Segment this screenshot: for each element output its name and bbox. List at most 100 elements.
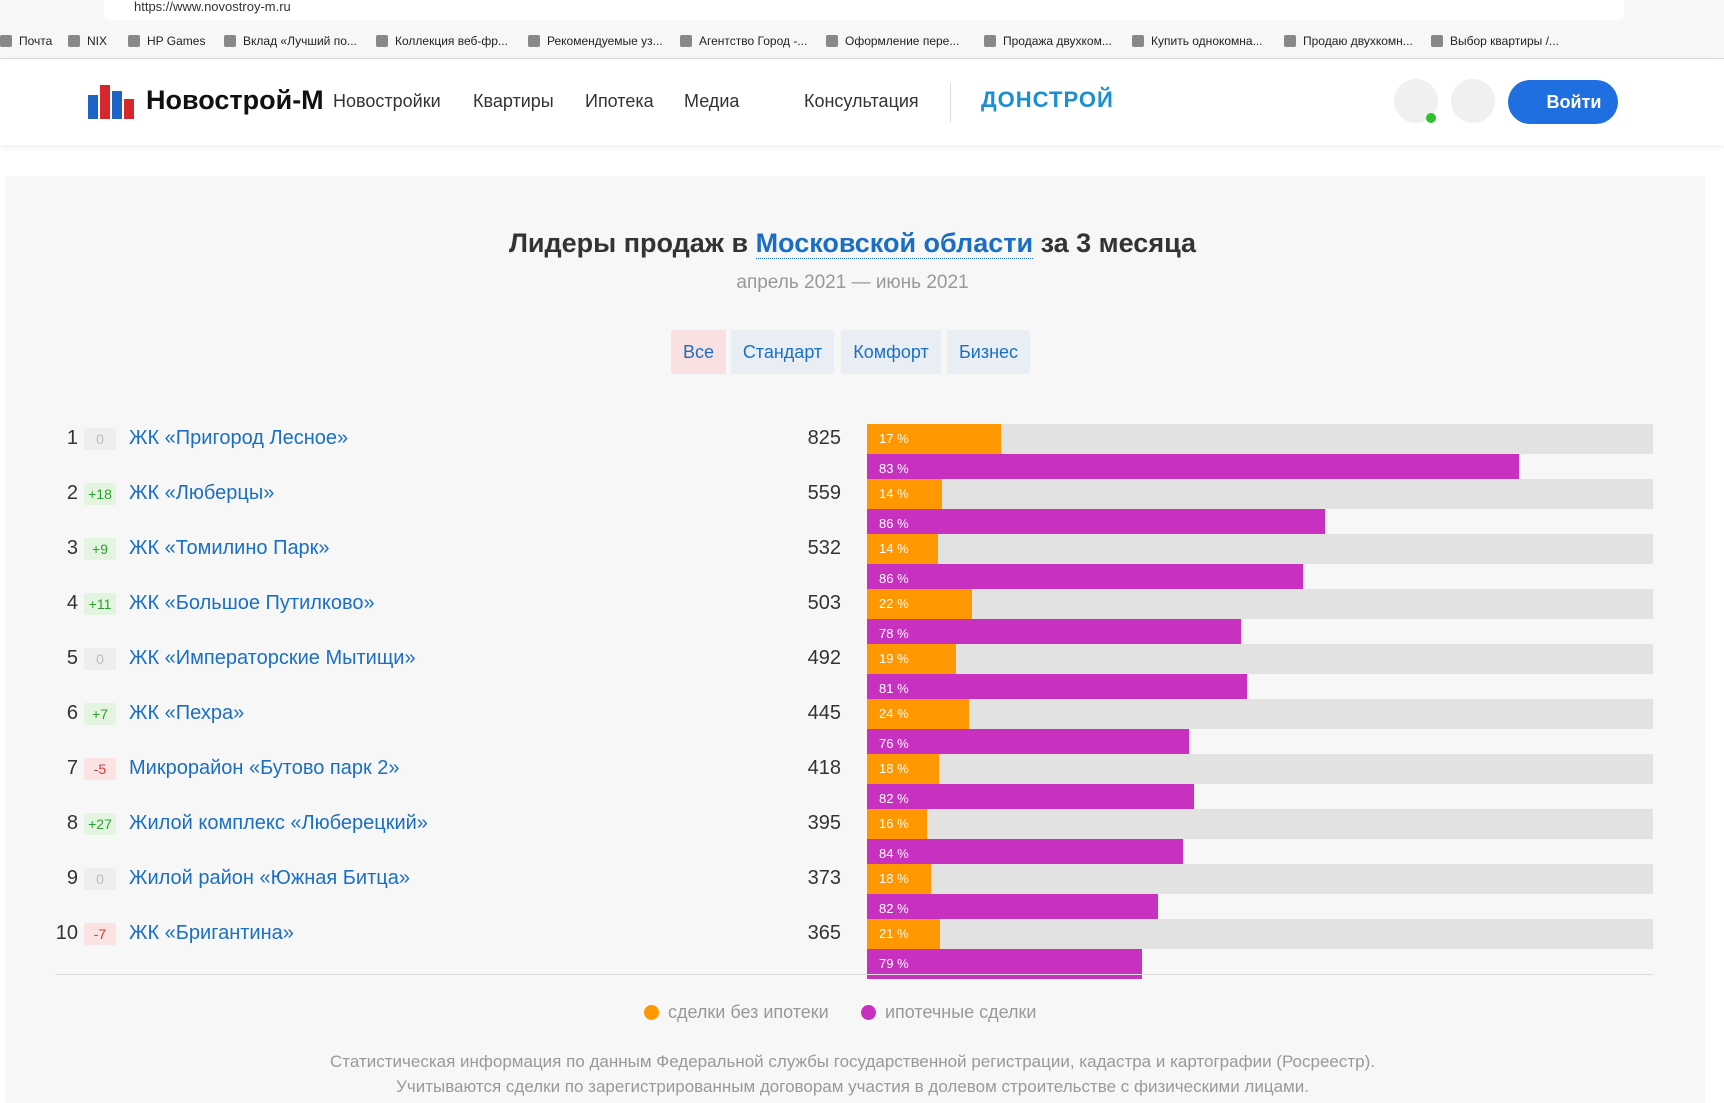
percent-label: 82 %	[879, 901, 909, 916]
percent-label: 21 %	[879, 926, 909, 941]
logo-icon	[88, 85, 134, 119]
region-link[interactable]: Московской области	[755, 228, 1034, 259]
rank-change: +9	[84, 538, 116, 560]
bar-track: 14 % 86 %	[867, 534, 1653, 594]
complex-link[interactable]: ЖК «Императорские Мытищи»	[129, 647, 416, 669]
complex-link[interactable]: ЖК «Томилино Парк»	[129, 537, 330, 559]
bookmark[interactable]: Выбор квартиры /...	[1431, 34, 1559, 48]
favorites-button[interactable]	[1451, 79, 1495, 123]
complex-link[interactable]: ЖК «Пехра»	[129, 702, 245, 724]
percent-label: 18 %	[879, 871, 909, 886]
nav-link[interactable]: Новостройки	[333, 91, 441, 111]
bar-track: 18 % 82 %	[867, 864, 1653, 924]
percent-label: 79 %	[879, 956, 909, 971]
percent-label: 78 %	[879, 626, 909, 641]
status-dot	[1426, 113, 1436, 123]
complex-link[interactable]: ЖК «Большое Путилково»	[129, 592, 375, 614]
nav-link[interactable]: Квартиры	[473, 91, 554, 111]
percent-label: 84 %	[879, 846, 909, 861]
bookmark[interactable]: Рекомендуемые уз...	[528, 34, 663, 48]
sales-leaders-panel	[5, 176, 1705, 1103]
bar: 14 % 86 %	[867, 479, 1400, 539]
filter-tab[interactable]: Комфорт	[841, 330, 941, 374]
complex-link[interactable]: Микрорайон «Бутово парк 2»	[129, 757, 400, 779]
total-deals: 503	[807, 592, 841, 614]
period: апрель 2021 — июнь 2021	[736, 272, 969, 293]
nav-link[interactable]: Ипотека	[585, 91, 654, 111]
rank: 6	[66, 702, 78, 724]
complex-link[interactable]: ЖК «Бригантина»	[129, 922, 294, 944]
segment-no-mortgage: 18 %	[867, 864, 931, 894]
percent-label: 22 %	[879, 596, 909, 611]
total-deals: 532	[807, 537, 841, 559]
rank: 10	[55, 922, 78, 944]
segment-no-mortgage: 21 %	[867, 919, 941, 949]
bar-track: 24 % 76 %	[867, 699, 1653, 759]
bar: 18 % 82 %	[867, 864, 1222, 924]
bookmark[interactable]: Почта	[0, 34, 52, 48]
bar: 14 % 86 %	[867, 534, 1374, 594]
login-button[interactable]: Войти	[1508, 80, 1618, 124]
complex-link[interactable]: Жилой комплекс «Люберецкий»	[129, 812, 428, 834]
rank: 4	[66, 592, 78, 614]
percent-label: 14 %	[879, 486, 909, 501]
bookmark[interactable]: Оформление пере...	[826, 34, 959, 48]
filter-tab[interactable]: Бизнес	[947, 330, 1030, 374]
bar: 19 % 81 %	[867, 644, 1336, 704]
bookmark[interactable]: Вклад «Лучший по...	[224, 34, 357, 48]
separator	[55, 974, 1653, 975]
percent-label: 76 %	[879, 736, 909, 751]
percent-label: 24 %	[879, 706, 909, 721]
bookmark[interactable]: Купить однокомна...	[1132, 34, 1263, 48]
nav-link[interactable]: Медиа	[684, 91, 740, 111]
percent-label: 17 %	[879, 431, 909, 446]
footnote: Статистическая информация по данным Феде…	[330, 1052, 1375, 1071]
title-text: Лидеры продаж в	[508, 228, 749, 258]
rank-change: 0	[84, 868, 116, 890]
rank: 3	[66, 537, 78, 559]
bar-track: 16 % 84 %	[867, 809, 1653, 869]
complex-link[interactable]: ЖК «Пригород Лесное»	[129, 427, 349, 449]
percent-label: 81 %	[879, 681, 909, 696]
complex-link[interactable]: ЖК «Люберцы»	[129, 482, 275, 504]
bookmark[interactable]: Продаю двухкомн...	[1284, 34, 1413, 48]
percent-label: 83 %	[879, 461, 909, 476]
rank: 7	[66, 757, 78, 779]
segment-no-mortgage: 24 %	[867, 699, 969, 729]
bookmark[interactable]: Продажа двухком...	[984, 34, 1112, 48]
percent-label: 82 %	[879, 791, 909, 806]
bar-track: 22 % 78 %	[867, 589, 1653, 649]
total-deals: 418	[807, 757, 841, 779]
address-bar[interactable]: https://www.novostroy-m.ru	[104, 0, 1624, 20]
nav-link[interactable]: Консультация	[804, 91, 919, 111]
rank-change: +7	[84, 703, 116, 725]
total-deals: 825	[807, 427, 841, 449]
rank-change: +27	[84, 813, 116, 835]
percent-label: 14 %	[879, 541, 909, 556]
bar: 18 % 82 %	[867, 754, 1265, 814]
filter-tab[interactable]: Все	[671, 330, 726, 374]
rank-change: +11	[84, 593, 116, 615]
divider	[950, 83, 951, 123]
total-deals: 373	[807, 867, 841, 889]
filter-tab[interactable]: Стандарт	[731, 330, 834, 374]
segment-no-mortgage: 19 %	[867, 644, 957, 674]
bookmark[interactable]: Коллекция веб-фр...	[376, 34, 508, 48]
bar: 17 % 83 %	[867, 424, 1653, 484]
segment-no-mortgage: 22 %	[867, 589, 973, 619]
total-deals: 445	[807, 702, 841, 724]
partner-logo[interactable]: ДОНСТРОЙ	[981, 87, 1114, 112]
complex-link[interactable]: Жилой район «Южная Битца»	[129, 867, 410, 889]
legend-dot	[644, 1005, 659, 1020]
bookmark[interactable]: HP Games	[128, 34, 205, 48]
percent-label: 86 %	[879, 571, 909, 586]
percent-label: 19 %	[879, 651, 909, 666]
total-deals: 492	[807, 647, 841, 669]
logo-text[interactable]: Новострой-М	[146, 85, 324, 115]
bookmark[interactable]: Агентство Город -...	[680, 34, 807, 48]
rank: 5	[66, 647, 78, 669]
legend-dot	[861, 1005, 876, 1020]
bookmark[interactable]: NIX	[68, 34, 107, 48]
